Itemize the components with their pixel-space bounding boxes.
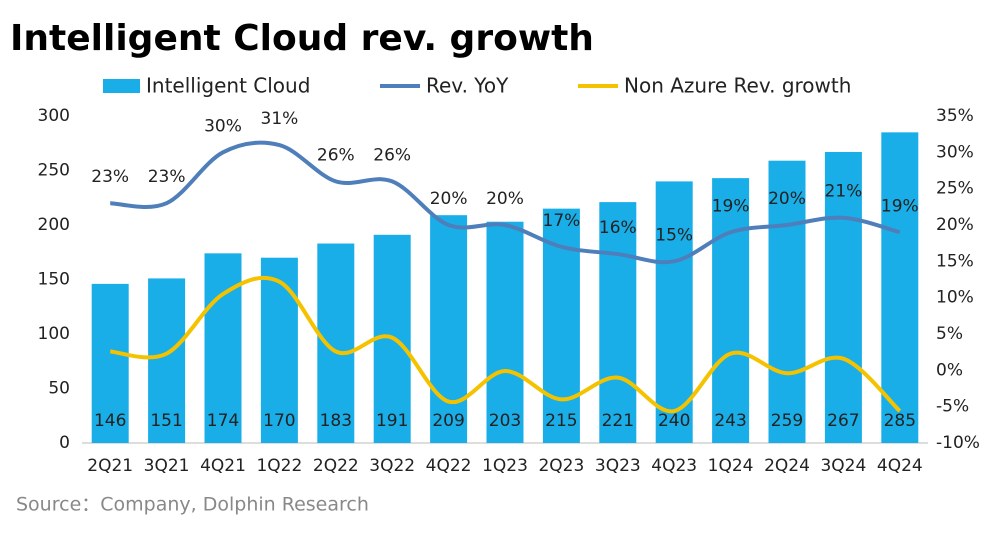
x-tick-label: 4Q23	[651, 456, 697, 476]
y2-tick-label: 0%	[936, 360, 963, 380]
x-tick-label: 4Q24	[877, 456, 923, 476]
legend-swatch	[103, 79, 140, 93]
x-tick-label: 3Q23	[595, 456, 641, 476]
x-tick-label: 1Q24	[708, 456, 754, 476]
y-tick-label: 250	[38, 161, 70, 181]
line-value-label: 19%	[712, 196, 750, 216]
y2-tick-label: 5%	[936, 324, 963, 344]
bar	[91, 283, 129, 443]
y-tick-label: 200	[38, 215, 70, 235]
x-tick-label: 2Q21	[87, 456, 133, 476]
bar-value-label: 209	[432, 411, 464, 431]
line	[110, 140, 901, 265]
line-value-label: 17%	[543, 211, 581, 231]
bar-value-label: 146	[94, 411, 126, 431]
y2-tick-label: -10%	[936, 433, 980, 453]
bar-value-label: 151	[150, 411, 182, 431]
y2-tick-label: 35%	[936, 106, 974, 126]
bar	[486, 221, 524, 443]
legend-label: Rev. YoY	[426, 74, 509, 98]
line-value-label: 26%	[373, 145, 411, 165]
y2-tick-label: 10%	[936, 288, 974, 308]
bar	[260, 257, 298, 443]
legend-label: Non Azure Rev. growth	[624, 74, 851, 98]
x-tick-label: 4Q22	[426, 456, 472, 476]
y2-tick-label: 30%	[936, 142, 974, 162]
line-value-label: 20%	[768, 189, 806, 209]
x-tick-label: 2Q23	[538, 456, 584, 476]
line-value-label: 30%	[204, 116, 242, 136]
line-value-label: 19%	[881, 196, 919, 216]
y2-tick-label: 25%	[936, 179, 974, 199]
line-value-label: 26%	[317, 145, 355, 165]
bar-value-label: 221	[602, 411, 634, 431]
y-tick-label: 150	[38, 270, 70, 290]
bar	[655, 181, 693, 443]
bar-value-label: 203	[489, 411, 521, 431]
y-tick-label: 50	[48, 379, 70, 399]
bar	[712, 178, 750, 443]
y-tick-label: 0	[59, 433, 70, 453]
y2-tick-label: -5%	[936, 397, 969, 417]
line-value-label: 15%	[655, 225, 693, 245]
bar	[824, 151, 862, 443]
line-value-label: 21%	[825, 182, 863, 202]
line-value-label: 20%	[486, 189, 524, 209]
bar	[768, 160, 806, 443]
bar-value-label: 191	[376, 411, 408, 431]
x-tick-label: 1Q22	[256, 456, 302, 476]
bar-value-label: 240	[658, 411, 690, 431]
bar-value-label: 259	[771, 411, 803, 431]
legend-label: Intelligent Cloud	[146, 74, 310, 98]
bar-value-label: 267	[827, 411, 859, 431]
y-tick-label: 100	[38, 324, 70, 344]
x-tick-label: 2Q24	[764, 456, 810, 476]
x-tick-label: 3Q22	[369, 456, 415, 476]
chart-title: Intelligent Cloud rev. growth	[10, 18, 594, 59]
x-tick-label: 2Q22	[313, 456, 359, 476]
bar-value-label: 170	[263, 411, 295, 431]
line-value-label: 16%	[599, 218, 637, 238]
line-value-label: 31%	[261, 109, 299, 129]
x-tick-label: 1Q23	[482, 456, 528, 476]
line-value-label: 23%	[148, 167, 186, 187]
y2-tick-label: 15%	[936, 251, 974, 271]
line-value-label: 20%	[430, 189, 468, 209]
x-tick-label: 3Q24	[820, 456, 866, 476]
y2-tick-label: 20%	[936, 215, 974, 235]
bar	[148, 278, 186, 443]
source-note: Source：Company, Dolphin Research	[16, 494, 369, 516]
line-value-label: 23%	[91, 167, 129, 187]
bar	[430, 215, 468, 443]
bar-value-label: 183	[320, 411, 352, 431]
bar-value-label: 285	[884, 411, 916, 431]
bar-value-label: 215	[545, 411, 577, 431]
bar	[599, 202, 637, 443]
x-tick-label: 4Q21	[200, 456, 246, 476]
bar	[881, 132, 919, 443]
bar-value-label: 243	[714, 411, 746, 431]
bar-value-label: 174	[207, 411, 239, 431]
x-tick-label: 3Q21	[144, 456, 190, 476]
line	[109, 275, 902, 414]
y-tick-label: 300	[38, 106, 70, 126]
